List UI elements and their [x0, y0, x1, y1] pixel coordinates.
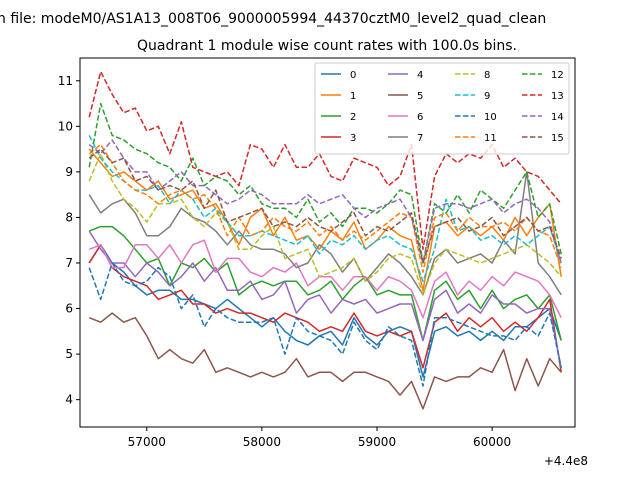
- series-line-2: [88, 225, 562, 342]
- x-tick-label: 58000: [243, 435, 281, 449]
- legend-label-4: 4: [417, 70, 423, 81]
- series-line-3: [88, 244, 562, 373]
- y-tick-label: 8: [65, 210, 73, 224]
- y-tick-label: 5: [65, 347, 73, 361]
- legend-label-6: 6: [417, 112, 423, 123]
- legend-label-8: 8: [484, 70, 490, 81]
- legend-label-14: 14: [551, 112, 564, 123]
- series-line-4: [88, 230, 562, 368]
- x-axis-offset-label: +4.4e8: [544, 454, 588, 468]
- series-layer: [88, 70, 562, 410]
- y-tick-label: 9: [65, 165, 73, 179]
- series-line-5: [88, 312, 562, 410]
- legend-label-12: 12: [551, 70, 564, 81]
- chart-title: Quadrant 1 module wise count rates with …: [137, 38, 517, 54]
- legend-label-2: 2: [350, 112, 356, 123]
- legend-label-0: 0: [350, 70, 356, 81]
- y-axis: 4 5 6 7 8 9 10 11: [58, 74, 80, 407]
- y-tick-label: 4: [65, 393, 73, 407]
- series-line-15: [88, 148, 562, 264]
- series-line-10: [88, 262, 562, 387]
- legend-label-7: 7: [417, 133, 423, 144]
- series-line-11: [88, 143, 562, 273]
- y-tick-label: 7: [65, 256, 73, 270]
- series-line-6: [88, 239, 562, 319]
- axes-frame: [79, 57, 576, 428]
- legend-label-1: 1: [350, 91, 356, 102]
- legend-label-3: 3: [350, 133, 356, 144]
- series-line-0: [88, 244, 562, 378]
- legend-label-10: 10: [484, 112, 497, 123]
- figure-suptitle: n file: modeM0/AS1A13_008T06_9000005994_…: [0, 11, 546, 27]
- x-tick-label: 60000: [473, 435, 511, 449]
- legend-label-11: 11: [484, 133, 497, 144]
- x-tick-label: 59000: [358, 435, 396, 449]
- y-tick-label: 6: [65, 302, 73, 316]
- y-tick-label: 11: [58, 74, 73, 88]
- x-axis: 57000 58000 59000 60000: [128, 427, 511, 449]
- legend-label-15: 15: [551, 133, 564, 144]
- series-line-12: [88, 102, 562, 264]
- x-tick-label: 57000: [128, 435, 166, 449]
- legend-box: [314, 62, 570, 155]
- series-line-14: [88, 139, 562, 264]
- y-tick-label: 10: [58, 119, 73, 133]
- legend-label-9: 9: [484, 91, 490, 102]
- series-line-8: [88, 152, 562, 296]
- series-line-13: [88, 70, 562, 251]
- series-line-7: [88, 171, 562, 296]
- legend-label-5: 5: [417, 91, 423, 102]
- series-line-9: [88, 135, 562, 282]
- legend-label-13: 13: [551, 91, 564, 102]
